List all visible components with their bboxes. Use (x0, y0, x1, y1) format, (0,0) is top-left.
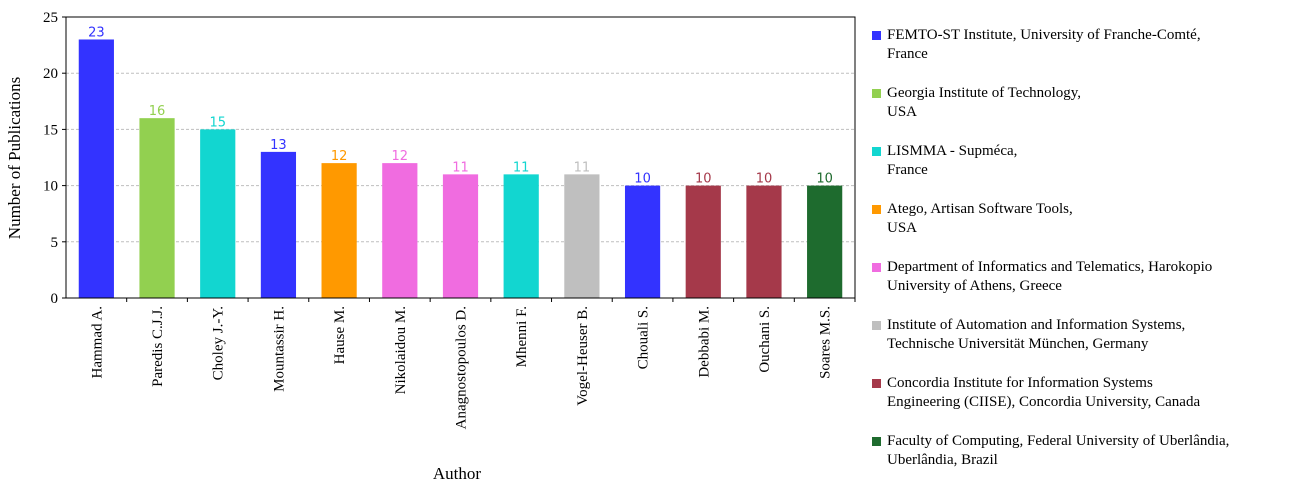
y-tick-label: 20 (43, 66, 58, 82)
data-label: 11 (513, 160, 530, 175)
legend-item: LISMMA - Supméca, France (872, 142, 1017, 180)
data-label: 13 (270, 138, 287, 153)
data-label: 10 (816, 172, 833, 187)
x-tick-label: Vogel-Heuser B. (575, 306, 591, 406)
data-label: 10 (756, 172, 773, 187)
legend-swatch (872, 437, 881, 446)
bar (504, 174, 539, 298)
legend-item: Concordia Institute for Information Syst… (872, 374, 1200, 412)
legend-label: Faculty of Computing, Federal University… (887, 432, 1229, 470)
bar (564, 174, 599, 298)
data-label: 11 (574, 160, 591, 175)
legend-label-line: Atego, Artisan Software Tools, (887, 200, 1073, 219)
legend-swatch (872, 379, 881, 388)
x-tick-label: Mountassir H. (271, 306, 287, 392)
legend-label-line: FEMTO-ST Institute, University of Franch… (887, 26, 1201, 45)
legend-item: Department of Informatics and Telematics… (872, 258, 1212, 296)
legend-label: Georgia Institute of Technology, USA (887, 84, 1081, 122)
data-label: 12 (331, 149, 348, 164)
x-tick-label: Chouali S. (636, 306, 652, 369)
legend-label: FEMTO-ST Institute, University of Franch… (887, 26, 1201, 64)
data-label: 10 (695, 172, 712, 187)
data-label: 10 (634, 172, 651, 187)
data-label: 16 (149, 104, 166, 119)
x-tick-label: Soares M.S. (818, 306, 834, 379)
legend-label: Atego, Artisan Software Tools, USA (887, 200, 1073, 238)
legend-label-line: Engineering (CIISE), Concordia Universit… (887, 393, 1200, 412)
legend-label-line: Faculty of Computing, Federal University… (887, 432, 1229, 451)
legend-label-line: USA (887, 219, 1073, 238)
y-tick-label: 15 (43, 122, 58, 138)
legend-label-line: University of Athens, Greece (887, 277, 1212, 296)
bar (139, 118, 174, 298)
legend-item: Atego, Artisan Software Tools, USA (872, 200, 1073, 238)
x-tick-label: Mhenni F. (514, 306, 530, 367)
bar (686, 186, 721, 298)
bar (807, 186, 842, 298)
legend-item: Faculty of Computing, Federal University… (872, 432, 1229, 470)
bar-chart: 23 16 15 13 12 12 11 11 11 10 10 10 10 0 5 10 15 20 25 Ham… (0, 0, 860, 486)
legend-label: Department of Informatics and Telematics… (887, 258, 1212, 296)
legend-swatch (872, 89, 881, 98)
legend-label: LISMMA - Supméca, France (887, 142, 1017, 180)
bar (746, 186, 781, 298)
legend-label-line: Technische Universität München, Germany (887, 335, 1185, 354)
bar (625, 186, 660, 298)
legend-label-line: Department of Informatics and Telematics… (887, 258, 1212, 277)
x-tick-label: Nikolaidou M. (393, 306, 409, 394)
legend-label-line: France (887, 45, 1201, 64)
legend-label-line: Georgia Institute of Technology, (887, 84, 1081, 103)
bar (261, 152, 296, 298)
x-tick-label: Ouchani S. (757, 306, 773, 373)
bar (443, 174, 478, 298)
legend-label-line: LISMMA - Supméca, (887, 142, 1017, 161)
legend-swatch (872, 205, 881, 214)
legend-label-line: France (887, 161, 1017, 180)
legend-item: Georgia Institute of Technology, USA (872, 84, 1081, 122)
y-tick-label: 25 (43, 10, 58, 26)
bar (322, 163, 357, 298)
data-label: 23 (88, 25, 105, 40)
legend-item: Institute of Automation and Information … (872, 316, 1185, 354)
bars: 23 16 15 13 12 12 11 11 11 10 10 10 10 (79, 25, 843, 298)
bar (79, 39, 114, 298)
bar (200, 129, 235, 298)
y-tick-label: 10 (43, 179, 58, 195)
y-axis-title: Number of Publications (5, 77, 24, 239)
x-tick-label: Paredis C.J.J. (150, 306, 166, 387)
y-tick-label: 0 (51, 291, 59, 307)
legend-swatch (872, 321, 881, 330)
legend-swatch (872, 263, 881, 272)
x-tick-label: Hammad A. (89, 306, 105, 379)
bar (382, 163, 417, 298)
x-tick-label: Debbabi M. (696, 306, 712, 378)
x-tick-label: Hause M. (332, 306, 348, 364)
data-label: 11 (452, 160, 469, 175)
legend-label-line: Uberlândia, Brazil (887, 451, 1229, 470)
legend-label-line: Concordia Institute for Information Syst… (887, 374, 1200, 393)
data-label: 15 (209, 115, 226, 130)
legend-item: FEMTO-ST Institute, University of Franch… (872, 26, 1201, 64)
x-tick-label: Choley J.-Y. (211, 306, 227, 380)
legend-swatch (872, 31, 881, 40)
legend-label-line: Institute of Automation and Information … (887, 316, 1185, 335)
legend-label: Concordia Institute for Information Syst… (887, 374, 1200, 412)
legend-label-line: USA (887, 103, 1081, 122)
data-label: 12 (392, 149, 409, 164)
y-tick-label: 5 (51, 235, 59, 251)
legend-swatch (872, 147, 881, 156)
x-axis-title: Author (433, 464, 482, 483)
legend-label: Institute of Automation and Information … (887, 316, 1185, 354)
x-tick-label: Anagnostopoulos D. (454, 306, 470, 429)
